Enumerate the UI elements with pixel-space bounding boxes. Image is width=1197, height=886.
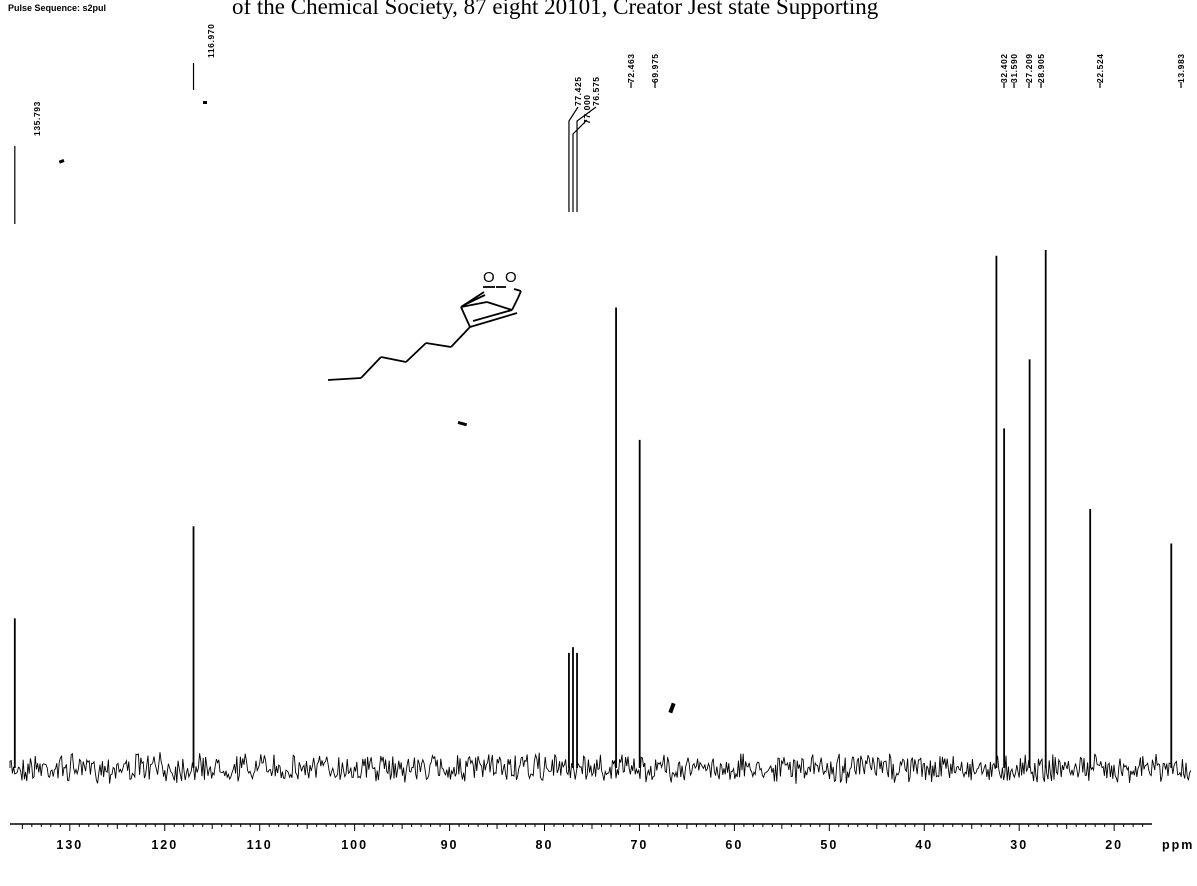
peak-group xyxy=(13,250,1173,768)
peak-label: 77.425 xyxy=(573,76,583,106)
molecule-atom-oxygen: O xyxy=(483,269,495,286)
x-tick-label: 50 xyxy=(820,838,838,852)
baseline-noise-trace xyxy=(9,752,1192,784)
x-tick-label: 70 xyxy=(630,838,648,852)
peak-label: 135.793 xyxy=(32,101,42,136)
x-tick-label: 20 xyxy=(1105,838,1123,852)
peak-label: 22.524 xyxy=(1095,53,1105,83)
x-axis-label: ppm xyxy=(1162,838,1194,852)
x-tick-label: 80 xyxy=(536,838,554,852)
pulse-sequence-label: Pulse Sequence: s2pul xyxy=(8,3,106,13)
peak-label: 116.970 xyxy=(206,24,216,58)
page-caption: of the Chemical Society, 87 eight 20101,… xyxy=(232,0,879,19)
molecule-structure xyxy=(327,286,522,381)
x-tick-label: 30 xyxy=(1010,838,1028,852)
peak-label: 31.590 xyxy=(1009,53,1019,83)
x-axis: 130 120 110 100 90 80 70 60 50 40 30 20 ppm xyxy=(10,823,1194,852)
peak-label: 69.975 xyxy=(650,53,660,83)
peak-label: 77.000 xyxy=(582,94,592,124)
x-tick-label: 60 xyxy=(725,838,743,852)
x-tick-label: 110 xyxy=(247,838,273,852)
peak-label: 76.575 xyxy=(591,76,601,106)
peak-label-leader xyxy=(576,106,597,212)
spectrum-baseline-noise xyxy=(9,752,1192,784)
x-tick-label: 120 xyxy=(151,838,178,852)
x-tick-label: 90 xyxy=(441,838,459,852)
x-tick-label: 100 xyxy=(341,838,368,852)
peak-label-leader xyxy=(572,119,588,212)
peak-label: 72.463 xyxy=(626,53,636,83)
peak-label: 32.402 xyxy=(999,53,1009,83)
peak-label: 27.209 xyxy=(1024,53,1034,83)
scan-speck xyxy=(58,101,676,714)
peak-label-leader xyxy=(568,106,579,212)
molecule-atom-oxygen: O xyxy=(505,269,517,286)
peak-label: 13.983 xyxy=(1176,53,1186,83)
peak-label: 28.905 xyxy=(1036,53,1046,83)
x-tick-label: 130 xyxy=(56,838,83,852)
x-tick-label: 40 xyxy=(915,838,933,852)
